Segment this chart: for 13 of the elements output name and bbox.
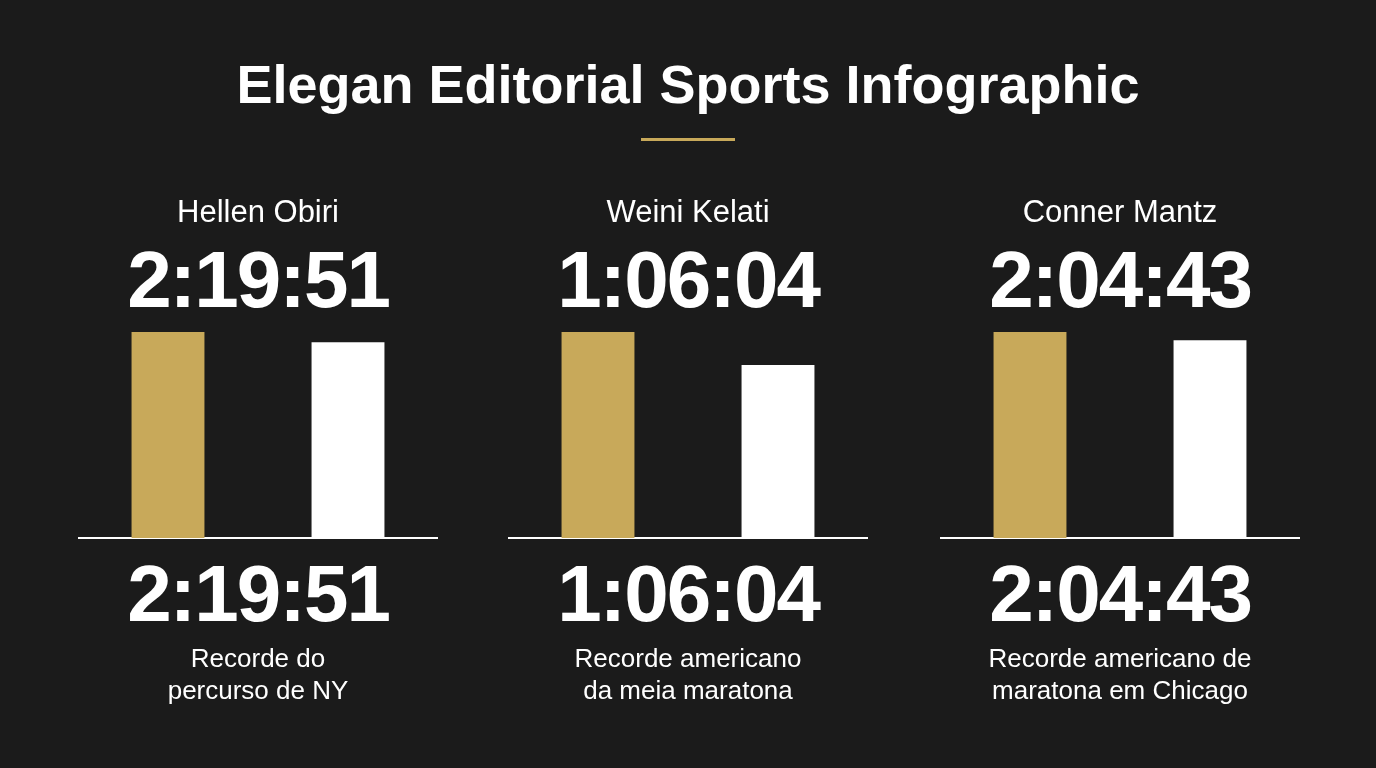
text: 2:04:43 (988, 548, 1252, 640)
text: Recorde do percurso de NY (166, 642, 350, 706)
text: Elegan Editorial Sports Infographic (235, 53, 1141, 116)
text: Recorde americano da meia maratona (573, 642, 803, 706)
text: 2:19:51 (126, 548, 390, 640)
chart-title: Weini Kelati (605, 193, 771, 231)
chart-subtitle: 2:04:43 (988, 234, 1252, 326)
chart-subtitle: 1:06:04 (556, 234, 821, 326)
chart-title: Hellen Obiri (176, 193, 340, 231)
chart-subtitle: 2:19:51 (126, 234, 390, 326)
text: 1:06:04 (556, 548, 821, 640)
text: Recorde americano de maratona em Chicago (987, 642, 1253, 706)
chart-title: Conner Mantz (1021, 193, 1219, 231)
